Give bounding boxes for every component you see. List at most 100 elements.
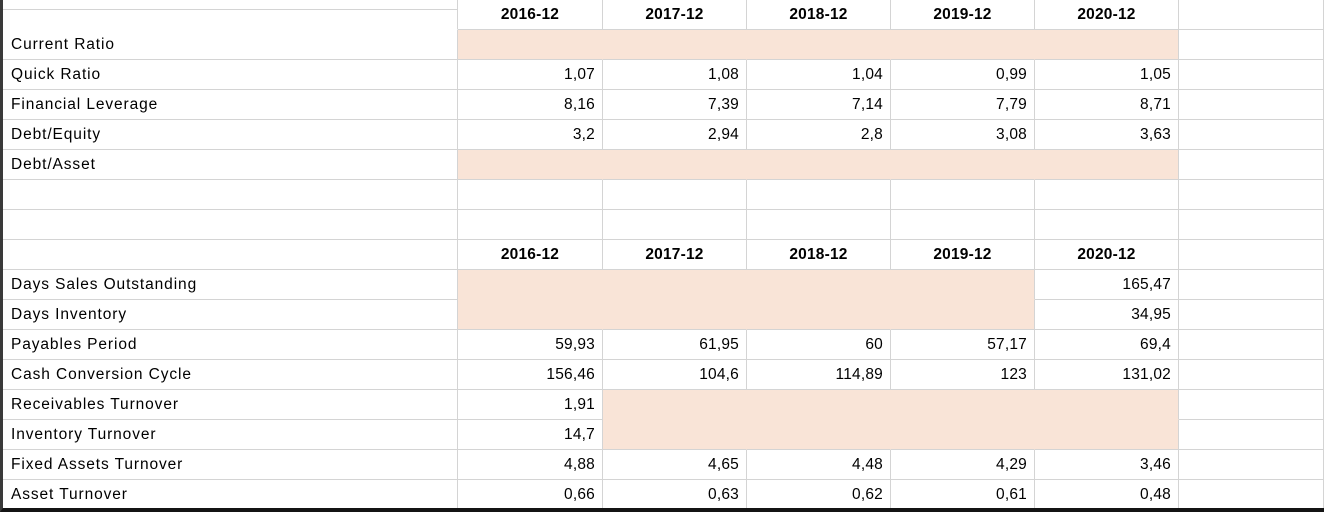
empty-cell[interactable]	[1179, 180, 1324, 210]
empty-cell[interactable]	[1179, 0, 1324, 30]
highlighted-cell[interactable]	[891, 390, 1035, 420]
row-label[interactable]: Days Sales Outstanding	[3, 270, 458, 300]
value-cell[interactable]: 0,61	[891, 480, 1035, 508]
empty-cell[interactable]	[1035, 180, 1179, 210]
row-label[interactable]: Days Inventory	[3, 300, 458, 330]
row-label[interactable]: Current Ratio	[3, 30, 458, 60]
highlighted-cell[interactable]	[603, 270, 747, 300]
value-cell[interactable]: 104,6	[603, 360, 747, 390]
empty-cell[interactable]	[3, 210, 458, 240]
highlighted-cell[interactable]	[603, 390, 747, 420]
value-cell[interactable]: 61,95	[603, 330, 747, 360]
highlighted-cell[interactable]	[747, 300, 891, 330]
empty-cell[interactable]	[747, 180, 891, 210]
value-cell[interactable]: 1,08	[603, 60, 747, 90]
empty-cell[interactable]	[1179, 450, 1324, 480]
highlighted-cell[interactable]	[747, 30, 891, 60]
value-cell[interactable]: 57,17	[891, 330, 1035, 360]
highlighted-cell[interactable]	[1035, 420, 1179, 450]
highlighted-cell[interactable]	[603, 300, 747, 330]
column-header[interactable]: 2016-12	[458, 0, 603, 30]
empty-cell[interactable]	[1179, 120, 1324, 150]
highlighted-cell[interactable]	[1035, 150, 1179, 180]
value-cell[interactable]: 7,14	[747, 90, 891, 120]
highlighted-cell[interactable]	[603, 30, 747, 60]
empty-cell[interactable]	[458, 180, 603, 210]
empty-cell[interactable]	[603, 180, 747, 210]
empty-cell[interactable]	[891, 180, 1035, 210]
row-label[interactable]: Inventory Turnover	[3, 420, 458, 450]
value-cell[interactable]: 34,95	[1035, 300, 1179, 330]
value-cell[interactable]: 131,02	[1035, 360, 1179, 390]
value-cell[interactable]: 0,63	[603, 480, 747, 508]
highlighted-cell[interactable]	[747, 270, 891, 300]
row-label[interactable]: Receivables Turnover	[3, 390, 458, 420]
column-header[interactable]: 2020-12	[1035, 240, 1179, 270]
empty-cell[interactable]	[1179, 90, 1324, 120]
value-cell[interactable]: 2,94	[603, 120, 747, 150]
highlighted-cell[interactable]	[891, 300, 1035, 330]
highlighted-cell[interactable]	[891, 420, 1035, 450]
column-header[interactable]: 2017-12	[603, 0, 747, 30]
value-cell[interactable]: 3,46	[1035, 450, 1179, 480]
value-cell[interactable]: 7,39	[603, 90, 747, 120]
row-label[interactable]: Payables Period	[3, 330, 458, 360]
highlighted-cell[interactable]	[458, 150, 603, 180]
empty-cell[interactable]	[1179, 210, 1324, 240]
empty-cell[interactable]	[3, 240, 458, 270]
value-cell[interactable]: 0,62	[747, 480, 891, 508]
value-cell[interactable]: 1,07	[458, 60, 603, 90]
empty-cell[interactable]	[1179, 360, 1324, 390]
value-cell[interactable]: 4,48	[747, 450, 891, 480]
empty-cell[interactable]	[1179, 270, 1324, 300]
value-cell[interactable]: 1,04	[747, 60, 891, 90]
row-label[interactable]: Fixed Assets Turnover	[3, 450, 458, 480]
highlighted-cell[interactable]	[891, 30, 1035, 60]
row-label[interactable]: Quick Ratio	[3, 60, 458, 90]
empty-cell[interactable]	[1179, 150, 1324, 180]
value-cell[interactable]: 123	[891, 360, 1035, 390]
row-label[interactable]: Cash Conversion Cycle	[3, 360, 458, 390]
highlighted-cell[interactable]	[747, 390, 891, 420]
value-cell[interactable]: 14,7	[458, 420, 603, 450]
empty-cell[interactable]	[1179, 390, 1324, 420]
value-cell[interactable]: 1,91	[458, 390, 603, 420]
value-cell[interactable]: 165,47	[1035, 270, 1179, 300]
empty-cell[interactable]	[1179, 300, 1324, 330]
value-cell[interactable]: 8,71	[1035, 90, 1179, 120]
value-cell[interactable]: 7,79	[891, 90, 1035, 120]
column-header[interactable]: 2020-12	[1035, 0, 1179, 30]
empty-cell[interactable]	[603, 210, 747, 240]
highlighted-cell[interactable]	[891, 150, 1035, 180]
column-header[interactable]: 2018-12	[747, 240, 891, 270]
empty-cell[interactable]	[1179, 240, 1324, 270]
value-cell[interactable]: 3,63	[1035, 120, 1179, 150]
value-cell[interactable]: 69,4	[1035, 330, 1179, 360]
value-cell[interactable]: 0,66	[458, 480, 603, 508]
value-cell[interactable]: 156,46	[458, 360, 603, 390]
value-cell[interactable]: 1,05	[1035, 60, 1179, 90]
highlighted-cell[interactable]	[458, 300, 603, 330]
highlighted-cell[interactable]	[603, 420, 747, 450]
empty-cell[interactable]	[891, 210, 1035, 240]
value-cell[interactable]: 60	[747, 330, 891, 360]
empty-cell[interactable]	[1179, 60, 1324, 90]
column-header[interactable]: 2019-12	[891, 240, 1035, 270]
value-cell[interactable]: 3,2	[458, 120, 603, 150]
value-cell[interactable]: 4,65	[603, 450, 747, 480]
row-label[interactable]: Asset Turnover	[3, 480, 458, 508]
value-cell[interactable]: 114,89	[747, 360, 891, 390]
highlighted-cell[interactable]	[603, 150, 747, 180]
highlighted-cell[interactable]	[891, 270, 1035, 300]
value-cell[interactable]: 3,08	[891, 120, 1035, 150]
empty-cell[interactable]	[1179, 30, 1324, 60]
highlighted-cell[interactable]	[1035, 30, 1179, 60]
empty-cell[interactable]	[3, 180, 458, 210]
highlighted-cell[interactable]	[1035, 390, 1179, 420]
row-label[interactable]: Financial Leverage	[3, 90, 458, 120]
highlighted-cell[interactable]	[747, 420, 891, 450]
value-cell[interactable]: 59,93	[458, 330, 603, 360]
value-cell[interactable]: 0,48	[1035, 480, 1179, 508]
row-label[interactable]: Debt/Equity	[3, 120, 458, 150]
column-header[interactable]: 2019-12	[891, 0, 1035, 30]
